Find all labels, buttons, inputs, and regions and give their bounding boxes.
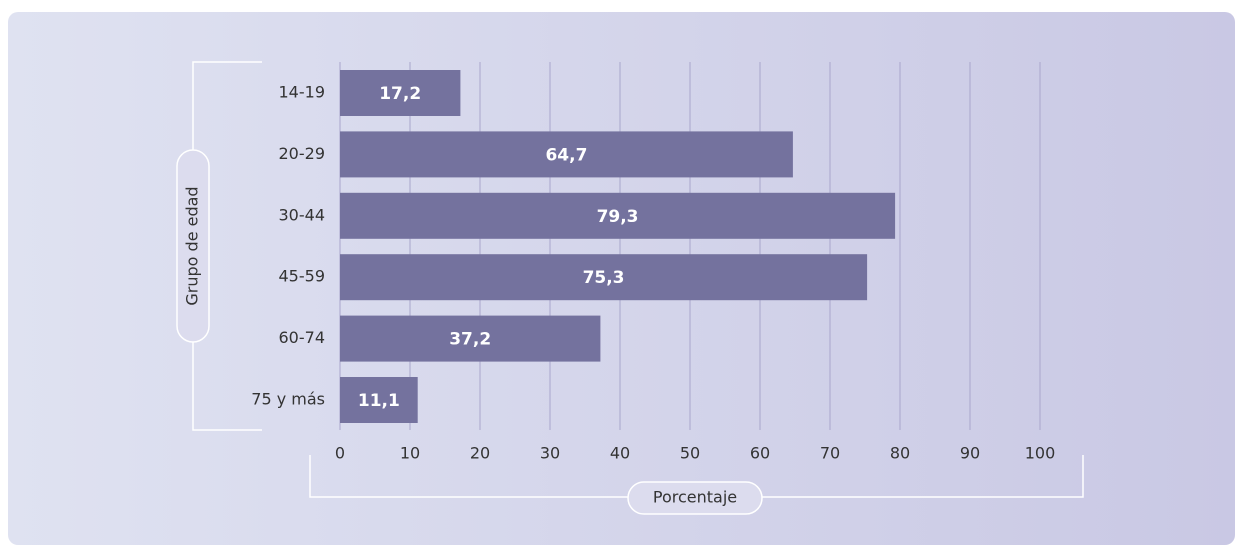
bar (340, 254, 868, 301)
bar (340, 131, 793, 178)
value-label: 79,3 (597, 207, 639, 227)
y-tick-label: 60-74 (279, 328, 326, 347)
y-tick-label: 14-19 (279, 83, 326, 102)
bar (340, 70, 461, 116)
y-title-pill (176, 149, 210, 343)
y-tick-label: 75 y más (251, 390, 325, 409)
x-tick-label: 50 (680, 444, 700, 463)
value-label: 75,3 (583, 268, 625, 288)
x-title-pill (627, 481, 763, 515)
x-axis-title: Porcentaje (653, 488, 737, 507)
x-tick-label: 100 (1025, 444, 1056, 463)
y-tick-label: 45-59 (279, 267, 326, 286)
value-label: 37,2 (449, 330, 491, 350)
x-tick-label: 80 (890, 444, 910, 463)
y-axis-title: Grupo de edad (183, 186, 202, 305)
x-tick-label: 60 (750, 444, 770, 463)
y-tick-label: 20-29 (279, 144, 326, 163)
value-label: 17,2 (379, 84, 421, 104)
bar (340, 192, 896, 239)
x-tick-label: 70 (820, 444, 840, 463)
bar (340, 377, 418, 423)
x-tick-label: 90 (960, 444, 980, 463)
x-tick-label: 30 (540, 444, 560, 463)
x-tick-label: 20 (470, 444, 490, 463)
x-tick-label: 0 (335, 444, 345, 463)
x-tick-label: 40 (610, 444, 630, 463)
y-tick-label: 30-44 (279, 205, 326, 224)
x-tick-label: 10 (400, 444, 420, 463)
bar (340, 315, 601, 362)
value-label: 64,7 (545, 145, 587, 165)
value-label: 11,1 (358, 391, 400, 411)
